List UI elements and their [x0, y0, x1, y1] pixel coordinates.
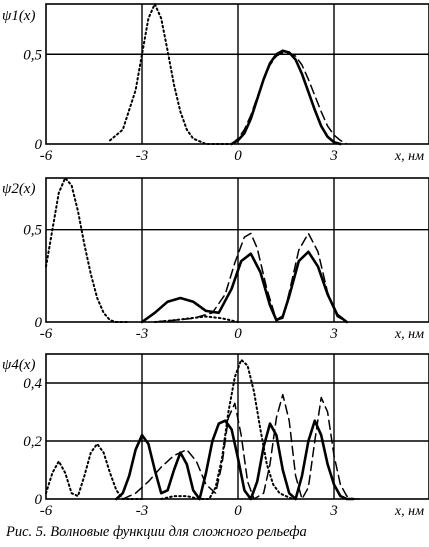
series-line-dotted [45, 442, 143, 500]
y-axis-label: ψ4(x) [2, 357, 35, 373]
series-line-solid [140, 250, 349, 324]
y-tick-label: 0,5 [23, 223, 42, 239]
series-line-dotted [109, 3, 233, 145]
series-line-dotted [160, 358, 294, 500]
y-tick-label: 0,5 [23, 47, 42, 63]
y-tick-label: 0 [35, 137, 43, 153]
x-tick-label: 3 [329, 326, 338, 342]
x-tick-label: 0 [234, 503, 242, 519]
x-tick-label: 0 [234, 326, 242, 342]
y-tick-label: 0 [35, 492, 43, 508]
x-tick-label: -6 [40, 326, 53, 342]
x-tick-label: 3 [329, 503, 338, 519]
x-tick-label: -3 [136, 326, 149, 342]
series-line-dashed [122, 393, 361, 500]
series-line-dashed [154, 232, 348, 323]
plot-frame [45, 353, 429, 500]
plot-frame [45, 3, 429, 145]
x-axis-label: x, нм [394, 149, 424, 164]
y-tick-label: 0,2 [23, 434, 42, 450]
y-axis-label: ψ2(x) [2, 181, 35, 197]
x-tick-label: -3 [136, 503, 149, 519]
series-line-solid [230, 49, 342, 146]
x-tick-label: -6 [40, 503, 53, 519]
x-axis-label: x, нм [394, 504, 424, 519]
series-line-dotted [153, 315, 239, 323]
x-axis-label: x, нм [394, 327, 424, 342]
series-line-dotted [45, 177, 131, 323]
y-axis-label: ψ1(x) [2, 8, 35, 24]
x-tick-label: -3 [136, 148, 149, 164]
x-tick-label: -6 [40, 148, 53, 164]
figure-caption: Рис. 5. Волновые функции для сложного ре… [6, 524, 307, 540]
series-line-solid [115, 419, 355, 501]
x-tick-label: 0 [234, 148, 242, 164]
y-tick-label: 0 [35, 315, 43, 331]
x-tick-label: 3 [329, 148, 338, 164]
y-tick-label: 0,4 [23, 376, 42, 392]
series-line-dashed [230, 51, 348, 145]
